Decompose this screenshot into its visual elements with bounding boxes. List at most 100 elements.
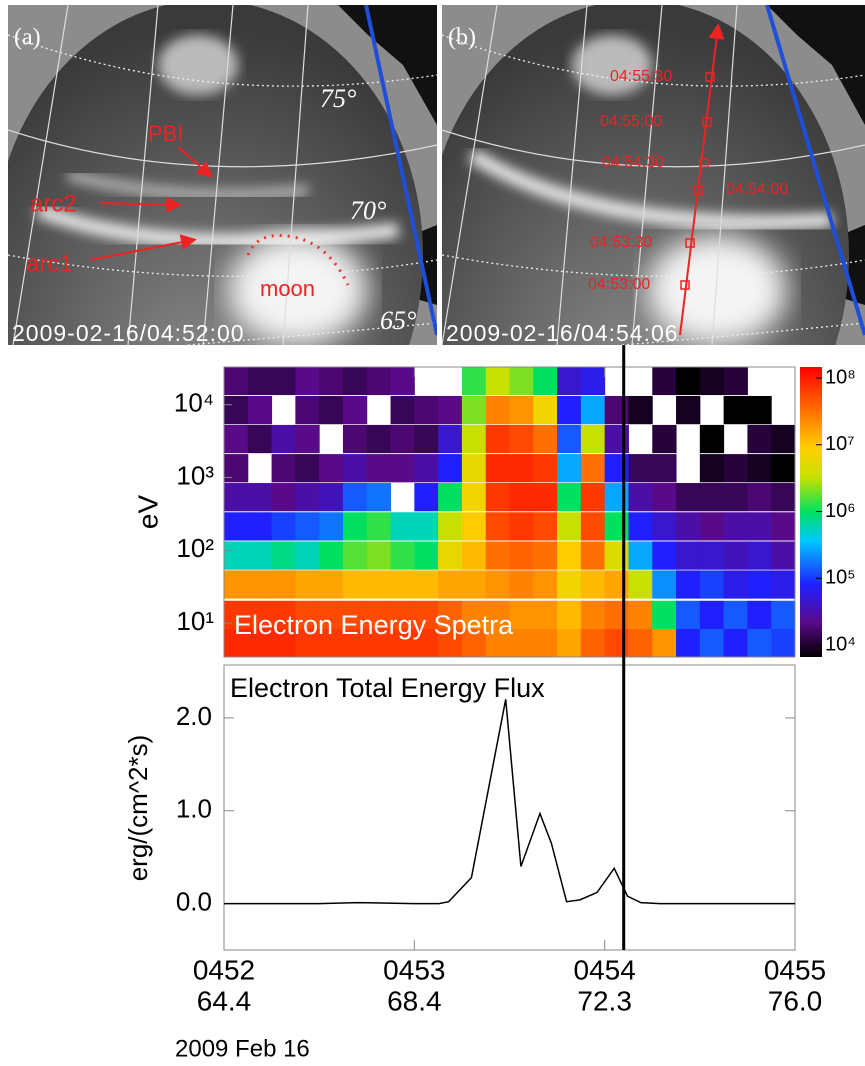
heat-cell	[771, 512, 796, 541]
heat-cell	[652, 570, 677, 599]
heat-cell	[224, 424, 249, 454]
heat-cell	[699, 512, 725, 541]
x-tick-label: 0455	[764, 954, 826, 985]
heat-cell	[771, 483, 796, 512]
heat-cell	[747, 628, 772, 657]
heat-cell	[224, 541, 249, 570]
heat-cell	[485, 454, 510, 483]
heat-cell	[604, 600, 629, 630]
heat-cell	[342, 454, 368, 483]
heat-cell	[247, 512, 273, 541]
track: 04:55:30 04:55:00 04:54:30 04:54:00 04:53:30…	[588, 68, 788, 293]
heat-cell	[557, 541, 582, 570]
heat-cell	[342, 395, 368, 425]
heat-cell	[390, 366, 415, 396]
x-tick-label: 0452	[193, 954, 255, 985]
heat-cell	[342, 424, 368, 454]
heat-cell	[580, 570, 606, 599]
heat-cell	[414, 541, 439, 570]
colorbar-tick-label: 10⁸	[825, 366, 856, 388]
heat-cell	[580, 483, 606, 512]
heat-cell	[271, 628, 296, 657]
heat-cell	[557, 570, 582, 599]
heat-cell	[604, 424, 629, 454]
heat-cell	[604, 512, 629, 541]
plot-frame	[223, 366, 796, 658]
heat-cell	[390, 454, 415, 483]
heat-cell	[747, 541, 772, 570]
heat-cell	[438, 424, 463, 454]
heat-cell	[652, 366, 677, 396]
heat-cell	[295, 628, 320, 657]
track-marker	[702, 117, 712, 127]
heat-cell	[723, 628, 748, 657]
track-time: 04:55:30	[610, 68, 672, 85]
heat-cell	[747, 424, 772, 454]
heat-cell	[414, 570, 439, 599]
heat-cell	[247, 483, 273, 512]
heat-cell	[604, 454, 629, 483]
heat-cell	[580, 366, 606, 396]
heat-cell	[247, 395, 273, 425]
heat-cell	[533, 541, 558, 570]
heat-cell	[461, 483, 487, 512]
x-tick-label: 0453	[383, 954, 445, 985]
heat-cell	[247, 570, 273, 599]
heat-cell	[771, 541, 796, 570]
heat-cell	[485, 512, 510, 541]
panel-label: (b)	[448, 25, 476, 51]
heat-cell	[366, 454, 392, 483]
heat-cell	[557, 424, 582, 454]
track-time: 04:53:00	[588, 276, 650, 293]
heat-cell	[747, 570, 772, 599]
heat-cell	[604, 628, 629, 657]
heat-cell	[580, 512, 606, 541]
heat-cell	[652, 628, 677, 657]
heat-cell	[295, 424, 320, 454]
heat-cell	[414, 512, 439, 541]
heat-cell	[723, 512, 748, 541]
heat-cell	[723, 570, 748, 599]
heat-cell	[224, 628, 249, 657]
heat-cell	[699, 600, 725, 630]
heat-cell	[247, 541, 273, 570]
heat-cell	[509, 541, 534, 570]
y-tick-label: 10⁴	[174, 388, 214, 418]
heat-cell	[676, 483, 701, 512]
heat-cell	[461, 628, 487, 657]
heat-cell	[247, 600, 273, 630]
heat-cell	[295, 570, 320, 599]
heat-cell	[438, 512, 463, 541]
heat-cell	[509, 600, 534, 630]
track-marker	[693, 185, 703, 195]
x-tick-sublabel: 68.4	[387, 985, 442, 1016]
y-tick-label: 1.0	[176, 794, 212, 824]
heat-cell	[438, 541, 463, 570]
heat-cell	[414, 600, 439, 630]
heat-cell	[723, 600, 748, 630]
heat-cell	[676, 512, 701, 541]
x-tick-sublabel: 72.3	[577, 985, 632, 1016]
heat-cell	[366, 628, 392, 657]
heat-cell	[224, 570, 249, 599]
heat-cell	[699, 570, 725, 599]
heat-cell	[676, 541, 701, 570]
heat-cell	[652, 424, 677, 454]
heat-cell	[676, 570, 701, 599]
heat-cell	[271, 454, 296, 483]
heat-cell	[342, 512, 368, 541]
heat-cell	[509, 454, 534, 483]
colorbar-tick-label: 10⁷	[825, 433, 854, 455]
heat-cell	[699, 454, 725, 483]
heat-cell	[295, 454, 320, 483]
colorbar-tick-label: 10⁵	[825, 567, 856, 589]
heat-cell	[699, 541, 725, 570]
heat-cell	[390, 512, 415, 541]
heat-cell	[533, 366, 558, 396]
heat-cell	[628, 541, 653, 570]
timestamp: 2009-02-16/04:54:06	[446, 320, 679, 346]
annotation: moon	[260, 276, 315, 301]
heat-cell	[342, 483, 368, 512]
x-tick-sublabel: 76.0	[768, 985, 823, 1016]
x-tick-label: 0454	[574, 954, 636, 985]
